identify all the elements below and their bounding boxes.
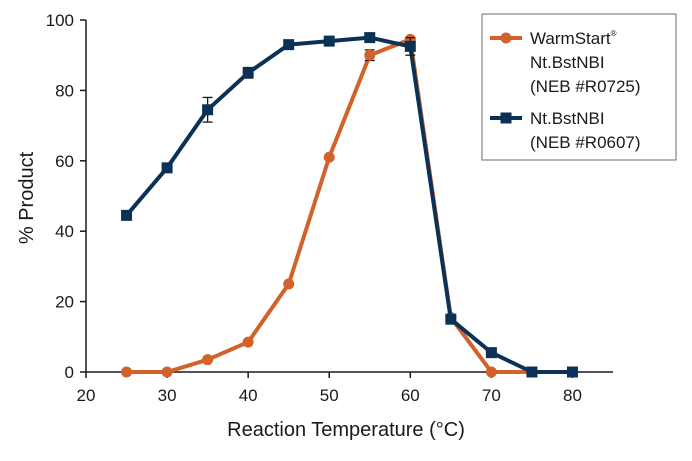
series-warmstart — [121, 33, 578, 378]
data-point-bstnbi — [242, 67, 254, 79]
x-tick-label: 80 — [563, 386, 582, 405]
legend-marker-warmstart — [500, 32, 512, 44]
plot-area — [121, 32, 578, 378]
legend-entry-bstnbi: Nt.BstNBI (NEB #R0607) — [490, 109, 641, 152]
legend-label-line: Nt.BstNBI — [530, 53, 605, 72]
legend-label-line: (NEB #R0607) — [530, 133, 641, 152]
data-point-warmstart — [242, 336, 254, 348]
data-point-bstnbi — [526, 366, 538, 378]
series-bstnbi — [121, 32, 578, 378]
x-tick-label: 30 — [158, 386, 177, 405]
legend: WarmStart® Nt.BstNBI (NEB #R0725) Nt.BstNBI… — [481, 13, 677, 161]
data-point-bstnbi — [323, 35, 335, 47]
legend-label-line: Nt.BstNBI — [530, 109, 605, 128]
data-point-warmstart — [121, 366, 133, 378]
data-point-bstnbi — [404, 40, 416, 52]
legend-marker-bstnbi — [500, 112, 512, 124]
x-tick-label: 50 — [320, 386, 339, 405]
y-tick-label: 60 — [55, 152, 74, 171]
y-tick-label: 40 — [55, 222, 74, 241]
x-tick-label: 20 — [77, 386, 96, 405]
series-line-bstnbi — [124, 35, 573, 374]
legend-superscript: ® — [611, 29, 617, 38]
data-point-bstnbi — [202, 104, 214, 116]
legend-label-line: (NEB #R0725) — [530, 77, 641, 96]
data-point-bstnbi — [283, 39, 295, 51]
y-axis-title: % Product — [16, 151, 38, 244]
data-point-bstnbi — [364, 32, 376, 44]
y-tick-label: 20 — [55, 293, 74, 312]
x-tick-label: 40 — [239, 386, 258, 405]
y-tick-label: 0 — [65, 363, 74, 382]
legend-entry-warmstart: WarmStart® Nt.BstNBI (NEB #R0725) — [490, 29, 641, 96]
data-point-bstnbi — [121, 209, 133, 221]
data-point-warmstart — [323, 151, 335, 163]
data-point-warmstart — [161, 366, 173, 378]
legend-label-line: WarmStart® — [530, 29, 617, 48]
y-tick-label: 80 — [55, 81, 74, 100]
data-point-bstnbi — [445, 313, 457, 325]
data-point-warmstart — [364, 49, 376, 61]
x-axis-title: Reaction Temperature (°C) — [227, 419, 465, 441]
series-line-warmstart — [126, 37, 573, 374]
data-point-warmstart — [283, 278, 295, 290]
data-point-bstnbi — [485, 347, 497, 359]
data-point-bstnbi — [566, 366, 578, 378]
x-tick-label: 70 — [482, 386, 501, 405]
data-point-bstnbi — [161, 162, 173, 174]
data-point-warmstart — [202, 354, 214, 366]
data-point-warmstart — [485, 366, 497, 378]
x-tick-label: 60 — [401, 386, 420, 405]
y-tick-label: 100 — [46, 11, 74, 30]
